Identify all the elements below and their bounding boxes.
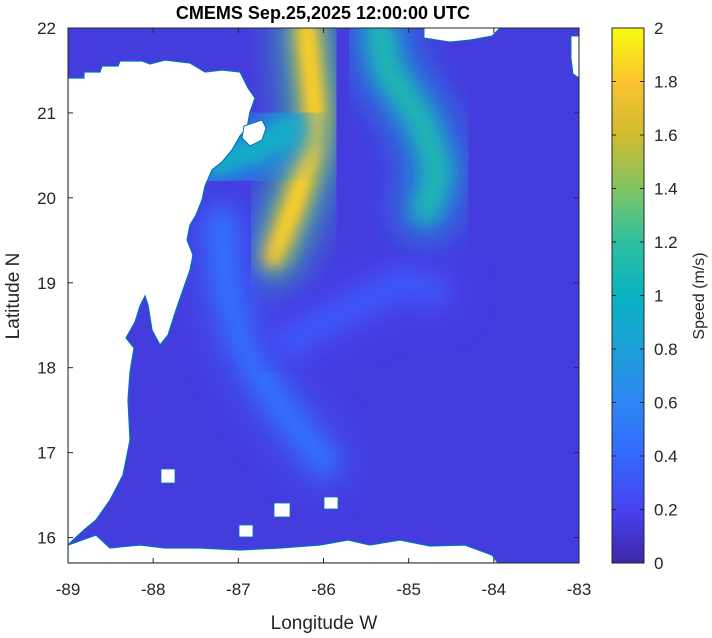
x-tick-label: -84 <box>482 580 507 599</box>
y-tick-label: 20 <box>37 189 56 208</box>
y-tick-label: 17 <box>37 444 56 463</box>
colorbar-tick-label: 2 <box>654 19 663 38</box>
colorbar-tick-label: 0.8 <box>654 340 678 359</box>
y-tick-label: 22 <box>37 19 56 38</box>
feature-eastern-filament <box>365 28 452 224</box>
cay-4 <box>238 524 254 538</box>
y-tick-label: 21 <box>37 104 56 123</box>
yucatan-peninsula <box>68 28 256 546</box>
feature-southern-flow-band <box>208 210 337 475</box>
land-mask <box>68 28 579 563</box>
colorbar-tick-label: 0 <box>654 554 663 573</box>
east-edge-land <box>570 35 579 79</box>
x-tick-label: -86 <box>311 580 336 599</box>
colorbar-tick-label: 0.6 <box>654 394 678 413</box>
colorbar-tick-label: 1 <box>654 287 663 306</box>
colorbar-tick-label: 1.8 <box>654 73 678 92</box>
y-axis-label: Latitude N <box>3 253 24 340</box>
colorbar-label: Speed (m/s) <box>691 252 708 339</box>
y-tick-label: 18 <box>37 359 56 378</box>
chart-title: CMEMS Sep.25,2025 12:00:00 UTC <box>176 3 470 23</box>
colorbar-tick-label: 0.2 <box>654 501 678 520</box>
colorbar-tick-label: 0.4 <box>654 447 678 466</box>
flow-features <box>183 28 468 491</box>
colorbar-tick-label: 1.4 <box>654 180 678 199</box>
x-axis: -89 -88 -87 -86 -85 -84 -83 <box>56 28 592 599</box>
plot-area <box>68 28 579 563</box>
colorbar-ticks: 0 0.2 0.4 0.6 0.8 1 1.2 1.4 1.6 1.8 2 <box>612 19 678 573</box>
south-coast <box>68 534 499 563</box>
x-tick-label: -83 <box>567 580 592 599</box>
cay-2 <box>273 502 291 518</box>
x-axis-label: Longitude W <box>271 613 378 634</box>
x-tick-label: -89 <box>56 580 81 599</box>
x-tick-label: -87 <box>226 580 251 599</box>
cuba-coast <box>423 28 501 43</box>
y-axis: 16 17 18 19 20 21 22 <box>37 19 579 548</box>
colorbar-tick-label: 1.2 <box>654 233 678 252</box>
feature-coastal-jet <box>199 116 303 177</box>
cay-3 <box>323 496 339 510</box>
cozumel-island <box>241 119 267 147</box>
x-tick-label: -88 <box>141 580 166 599</box>
cay-1 <box>160 468 176 484</box>
y-tick-label: 19 <box>37 274 56 293</box>
colorbar <box>611 27 645 564</box>
colorbar-tick-label: 1.6 <box>654 126 678 145</box>
y-tick-label: 16 <box>37 529 56 548</box>
x-tick-label: -85 <box>396 580 421 599</box>
feature-eddy-northern-arm <box>276 269 448 356</box>
